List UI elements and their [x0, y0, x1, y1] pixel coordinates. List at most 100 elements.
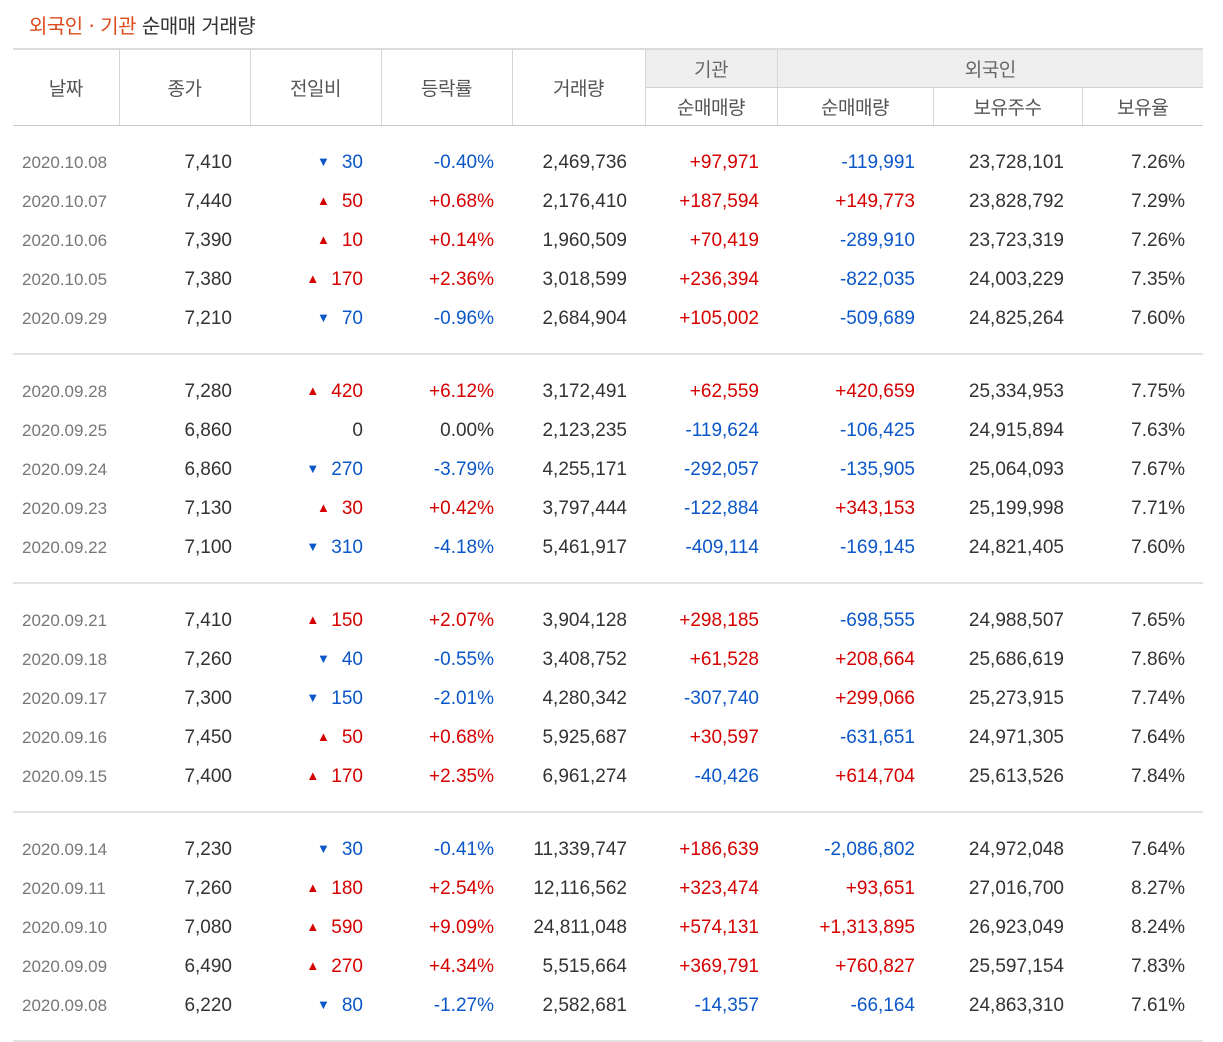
foreign-net-cell: -822,035 — [777, 260, 933, 299]
foreign-net-cell: -135,905 — [777, 450, 933, 489]
inst-net-cell: +97,971 — [645, 143, 777, 182]
close-cell: 7,280 — [119, 372, 250, 411]
foreign-net-cell: -2,086,802 — [777, 830, 933, 869]
change-value: 170 — [331, 766, 363, 787]
change-cell: ▲420 — [250, 372, 381, 411]
close-cell: 7,450 — [119, 718, 250, 757]
rate-cell: -2.01% — [381, 679, 512, 718]
rate-cell: -4.18% — [381, 528, 512, 567]
close-cell: 7,100 — [119, 528, 250, 567]
foreign-net-cell: +1,313,895 — [777, 908, 933, 947]
close-cell: 7,410 — [119, 601, 250, 640]
inst-net-cell: -40,426 — [645, 757, 777, 796]
inst-net-cell: +187,594 — [645, 182, 777, 221]
rate-cell: -3.79% — [381, 450, 512, 489]
holdings-cell: 24,972,048 — [933, 830, 1082, 869]
triangle-down-icon: ▼ — [306, 539, 319, 554]
holding-ratio-cell: 7.71% — [1082, 489, 1203, 528]
holdings-cell: 25,199,998 — [933, 489, 1082, 528]
change-value: 180 — [331, 878, 363, 899]
change-cell: ▼80 — [250, 986, 381, 1025]
change-cell: ▲150 — [250, 601, 381, 640]
date-cell: 2020.09.14 — [13, 830, 119, 869]
rate-cell: +2.36% — [381, 260, 512, 299]
volume-cell: 11,339,747 — [512, 830, 645, 869]
date-cell: 2020.09.15 — [13, 757, 119, 796]
col-inst-net: 순매매량 — [645, 88, 777, 126]
volume-cell: 3,018,599 — [512, 260, 645, 299]
rate-cell: +2.35% — [381, 757, 512, 796]
foreign-net-cell: -169,145 — [777, 528, 933, 567]
holding-ratio-cell: 7.29% — [1082, 182, 1203, 221]
volume-cell: 4,255,171 — [512, 450, 645, 489]
change-value: 150 — [331, 688, 363, 709]
change-value: 170 — [331, 269, 363, 290]
rate-cell: +0.42% — [381, 489, 512, 528]
change-value: 30 — [342, 498, 363, 519]
volume-cell: 2,469,736 — [512, 143, 645, 182]
change-value: 270 — [331, 956, 363, 977]
date-cell: 2020.09.11 — [13, 869, 119, 908]
triangle-down-icon: ▼ — [317, 997, 330, 1012]
holdings-cell: 25,334,953 — [933, 372, 1082, 411]
change-value: 50 — [342, 191, 363, 212]
group-spacer — [13, 338, 1203, 354]
foreign-net-cell: +343,153 — [777, 489, 933, 528]
volume-cell: 3,904,128 — [512, 601, 645, 640]
inst-net-cell: +574,131 — [645, 908, 777, 947]
volume-cell: 2,123,235 — [512, 411, 645, 450]
close-cell: 7,260 — [119, 640, 250, 679]
rate-cell: +2.07% — [381, 601, 512, 640]
change-cell: ▼30 — [250, 830, 381, 869]
holding-ratio-cell: 7.75% — [1082, 372, 1203, 411]
date-cell: 2020.09.23 — [13, 489, 119, 528]
foreign-net-cell: -289,910 — [777, 221, 933, 260]
volume-cell: 5,515,664 — [512, 947, 645, 986]
volume-cell: 6,961,274 — [512, 757, 645, 796]
change-cell: ▼30 — [250, 143, 381, 182]
holdings-cell: 25,273,915 — [933, 679, 1082, 718]
title-rest: 순매매 거래량 — [136, 14, 255, 38]
holdings-cell: 23,728,101 — [933, 143, 1082, 182]
date-cell: 2020.09.16 — [13, 718, 119, 757]
rate-cell: +0.68% — [381, 182, 512, 221]
foreign-net-cell: -631,651 — [777, 718, 933, 757]
rate-cell: -0.96% — [381, 299, 512, 338]
holdings-cell: 23,828,792 — [933, 182, 1082, 221]
date-cell: 2020.09.18 — [13, 640, 119, 679]
rate-cell: +2.54% — [381, 869, 512, 908]
change-value: 270 — [331, 459, 363, 480]
change-cell: ▼270 — [250, 450, 381, 489]
rate-cell: +0.14% — [381, 221, 512, 260]
holding-ratio-cell: 7.64% — [1082, 718, 1203, 757]
rate-cell: 0.00% — [381, 411, 512, 450]
inst-net-cell: +369,791 — [645, 947, 777, 986]
date-cell: 2020.10.05 — [13, 260, 119, 299]
change-cell: ▼70 — [250, 299, 381, 338]
triangle-down-icon: ▼ — [317, 841, 330, 856]
holding-ratio-cell: 8.24% — [1082, 908, 1203, 947]
close-cell: 7,440 — [119, 182, 250, 221]
foreign-net-cell: +760,827 — [777, 947, 933, 986]
close-cell: 7,210 — [119, 299, 250, 338]
holding-ratio-cell: 7.67% — [1082, 450, 1203, 489]
triangle-up-icon: ▲ — [317, 729, 330, 744]
volume-cell: 2,176,410 — [512, 182, 645, 221]
change-cell: ▼40 — [250, 640, 381, 679]
holdings-cell: 24,821,405 — [933, 528, 1082, 567]
triangle-up-icon: ▲ — [306, 271, 319, 286]
close-cell: 6,220 — [119, 986, 250, 1025]
holding-ratio-cell: 7.61% — [1082, 986, 1203, 1025]
rate-cell: -0.55% — [381, 640, 512, 679]
date-cell: 2020.09.09 — [13, 947, 119, 986]
foreign-net-cell: +299,066 — [777, 679, 933, 718]
triangle-up-icon: ▲ — [306, 919, 319, 934]
volume-cell: 1,960,509 — [512, 221, 645, 260]
